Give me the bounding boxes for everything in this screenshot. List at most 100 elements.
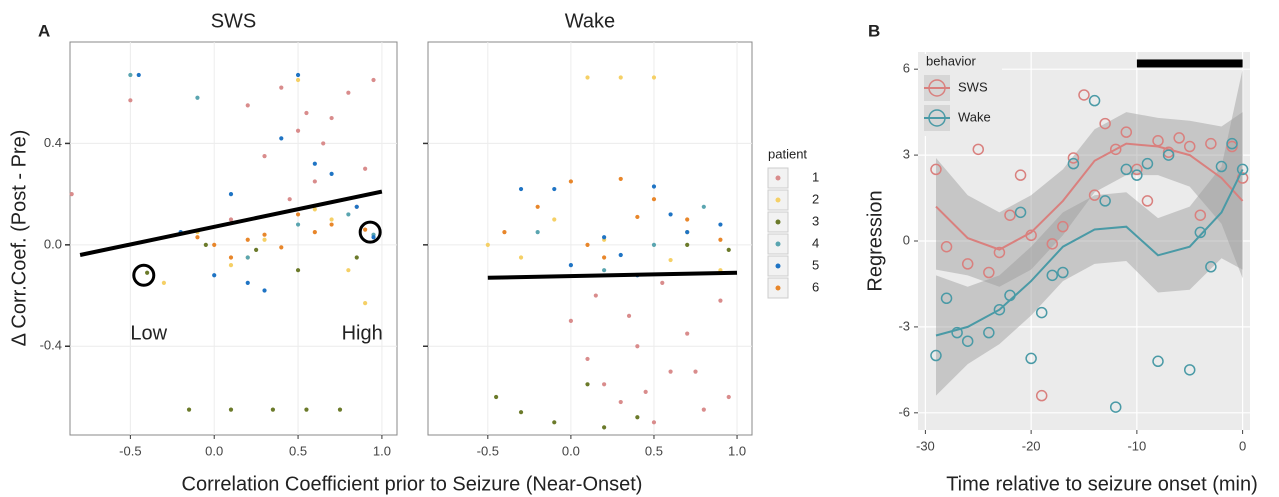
point	[329, 171, 334, 176]
point	[363, 227, 368, 232]
point	[1194, 209, 1207, 221]
point	[371, 235, 376, 240]
point	[354, 255, 359, 260]
smooth-line	[935, 168, 1244, 337]
point	[1046, 238, 1059, 250]
point	[568, 179, 573, 184]
facet-title: SWS	[211, 10, 257, 32]
point	[1205, 137, 1217, 150]
point	[685, 217, 690, 222]
point	[254, 247, 259, 253]
x-axis-label: Time relative to seizure onset (min)	[946, 473, 1258, 495]
point	[128, 72, 133, 78]
panel-label: B	[868, 21, 880, 40]
point	[568, 318, 573, 324]
point	[635, 344, 640, 349]
point	[363, 166, 368, 171]
point	[983, 266, 995, 279]
y-tick-label: 0	[903, 232, 910, 247]
point	[69, 192, 74, 197]
point	[1057, 220, 1069, 233]
point	[262, 153, 267, 159]
point	[585, 356, 590, 362]
point	[262, 237, 267, 242]
point	[602, 268, 607, 273]
point	[1014, 169, 1027, 181]
point	[279, 85, 284, 90]
point	[228, 255, 234, 260]
legend-label: SWS	[958, 79, 988, 94]
legend-title: behavior	[926, 53, 977, 68]
point	[552, 420, 557, 425]
point	[295, 128, 301, 133]
point	[337, 407, 343, 412]
point	[212, 242, 217, 247]
point	[363, 301, 368, 306]
point	[701, 204, 706, 209]
facet-panel	[69, 41, 398, 436]
point	[195, 95, 200, 100]
x-tick-label: 0.0	[562, 443, 580, 458]
x-tick-label: -0.5	[477, 443, 499, 458]
point	[128, 98, 133, 103]
point	[1120, 163, 1133, 176]
point	[1046, 269, 1059, 282]
legend-label: 2	[812, 191, 819, 206]
y-tick-label: 3	[903, 147, 910, 162]
point	[701, 407, 706, 412]
point	[228, 217, 234, 222]
point	[262, 288, 267, 293]
point	[1088, 94, 1101, 107]
point	[602, 382, 607, 387]
point	[685, 331, 690, 336]
point	[1004, 289, 1016, 302]
point	[660, 280, 665, 285]
point	[635, 214, 640, 220]
point	[354, 204, 359, 209]
point	[312, 161, 317, 166]
point	[312, 179, 317, 184]
panel-label: A	[38, 21, 50, 40]
point	[245, 280, 250, 285]
legend-point	[928, 109, 946, 127]
point	[930, 349, 942, 362]
point	[930, 163, 942, 176]
highlight-circle	[132, 263, 156, 287]
point	[618, 399, 623, 405]
y-tick-label: -3	[898, 318, 910, 333]
point	[245, 237, 250, 242]
point	[585, 382, 590, 387]
y-tick-label: -0.4	[40, 338, 62, 353]
point	[518, 410, 524, 415]
legend-label: 4	[812, 235, 819, 250]
x-tick-label: -30	[916, 438, 935, 453]
point	[485, 242, 490, 247]
facet-panel	[427, 41, 753, 436]
point	[602, 425, 607, 430]
point	[295, 212, 301, 217]
highlight-circle	[358, 220, 382, 244]
point	[203, 242, 208, 247]
x-axis-label: Correlation Coefficient prior to Seizure…	[182, 473, 643, 495]
point	[668, 257, 673, 263]
regression-line	[487, 270, 738, 280]
point	[972, 143, 985, 156]
point	[718, 222, 723, 227]
point	[279, 136, 284, 141]
point	[618, 75, 623, 80]
point	[726, 394, 731, 400]
smooth-line	[935, 142, 1244, 251]
point	[270, 407, 276, 412]
regression-line	[79, 189, 383, 257]
point	[593, 293, 598, 298]
x-tick-label: 0.5	[289, 443, 307, 458]
point	[940, 292, 953, 305]
y-axis-label: Regression	[864, 190, 886, 291]
point	[518, 186, 524, 192]
point	[312, 230, 317, 235]
point	[295, 268, 301, 273]
point	[245, 255, 250, 260]
point	[502, 230, 507, 235]
point	[651, 75, 657, 80]
